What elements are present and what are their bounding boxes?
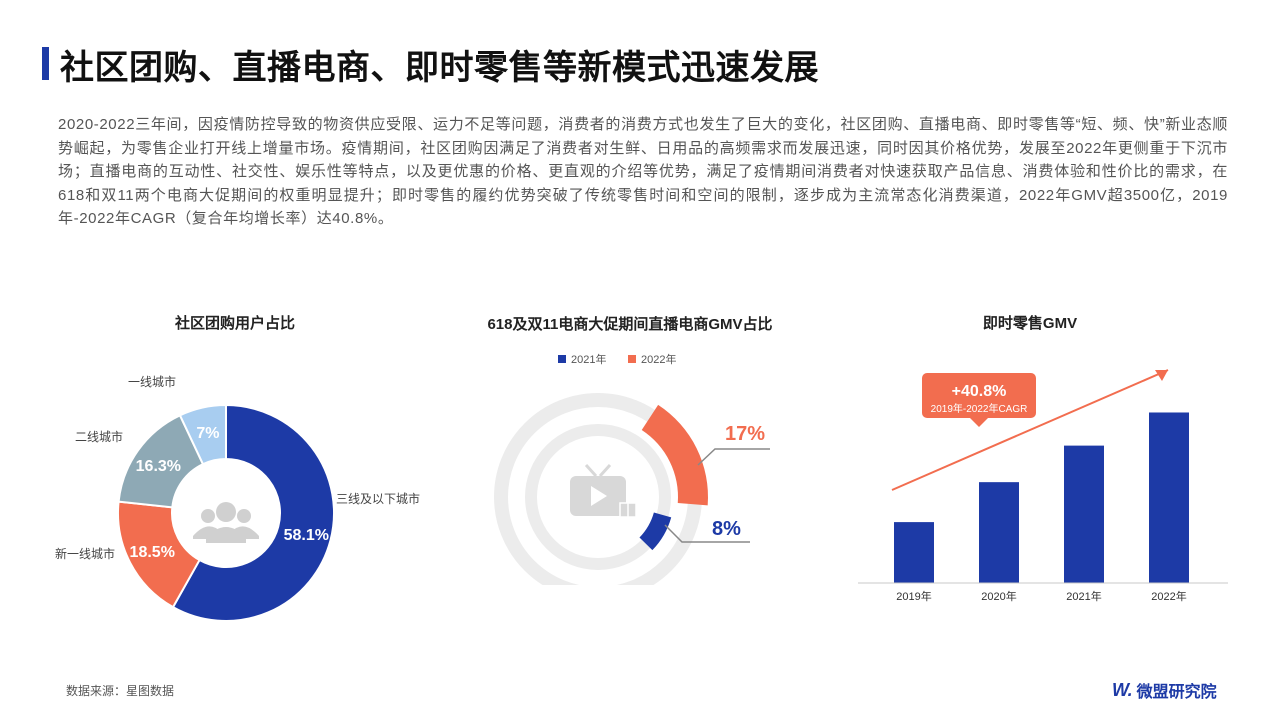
donut-value-label-2: 16.3%	[136, 458, 181, 475]
bar-2	[1064, 445, 1104, 583]
ring-value-2022: 17%	[725, 423, 765, 445]
chart3-title: 即时零售GMV	[982, 315, 1078, 332]
donut-category-label-2: 二线城市	[75, 429, 123, 444]
community-group-buy-donut: 58.1% 三线及以下城市 18.5% 新一线城市 16.3% 二线城市 7% 一线城市	[55, 374, 420, 622]
legend-swatch-2021	[558, 355, 566, 363]
chart1-title: 社区团购用户占比	[174, 315, 295, 332]
donut-value-label-1: 18.5%	[130, 544, 175, 561]
chart2-title: 618及双11电商大促期间直播电商GMV占比	[487, 316, 773, 333]
x-tick-label-0: 2019年	[896, 589, 931, 603]
leader-line-2022	[697, 448, 770, 466]
data-source: 数据来源：星图数据	[66, 684, 175, 698]
donut-slice-0	[171, 403, 335, 622]
legend-label-2021: 2021年	[571, 352, 606, 366]
bar-1	[979, 482, 1019, 583]
legend-label-2022: 2022年	[641, 352, 676, 366]
intro-paragraph: 2020-2022三年间，因疫情防控导致的物资供应受限、运力不足等问题，消费者的…	[58, 116, 1228, 227]
x-tick-label-3: 2022年	[1151, 589, 1186, 603]
users-group-icon	[193, 502, 259, 543]
legend-swatch-2022	[628, 355, 636, 363]
x-tick-label-2: 2021年	[1066, 589, 1101, 603]
leader-line-2021	[664, 524, 750, 543]
bar-0	[894, 522, 934, 583]
logo-text: 微盟研究院	[1136, 684, 1217, 701]
page-title: 社区团购、直播电商、即时零售等新模式迅速发展	[60, 49, 819, 87]
donut-value-label-3: 7%	[196, 425, 219, 442]
donut-category-label-1: 新一线城市	[55, 546, 115, 561]
title-accent-bar	[42, 47, 49, 80]
brand-logo: W. 微盟研究院	[1112, 678, 1217, 702]
tv-play-gift-icon	[570, 463, 637, 518]
ring-track-inner	[525, 424, 671, 570]
x-tick-label-1: 2020年	[981, 589, 1016, 603]
ring-value-2021: 8%	[712, 518, 741, 540]
chart2-legend: 2021年 2022年	[558, 352, 676, 366]
live-commerce-gmv-ring: 2021年 2022年 17% 8%	[494, 352, 770, 585]
arrow-head-icon	[1155, 370, 1168, 381]
cagr-callout-box	[922, 373, 1036, 418]
weimeng-logo-mark: W.	[1112, 679, 1133, 700]
cagr-value: +40.8%	[952, 383, 1007, 400]
donut-value-label-0: 58.1%	[284, 527, 329, 544]
bar-3	[1149, 412, 1189, 583]
ring-arc-2021	[639, 512, 672, 551]
instant-retail-gmv-bar-chart: 2019年 2020年 2021年 2022年 +40.8% 2019年-2022年C…	[858, 369, 1228, 603]
donut-slice-3	[178, 403, 227, 466]
cagr-subtitle: 2019年-2022年CAGR	[931, 402, 1028, 415]
cagr-trend-arrow	[891, 369, 1169, 491]
cagr-annotation: +40.8% 2019年-2022年CAGR	[891, 369, 1169, 491]
donut-category-label-3: 一线城市	[128, 374, 176, 389]
donut-category-label-0: 三线及以下城市	[336, 491, 420, 506]
ring-arc-2022	[641, 404, 708, 506]
